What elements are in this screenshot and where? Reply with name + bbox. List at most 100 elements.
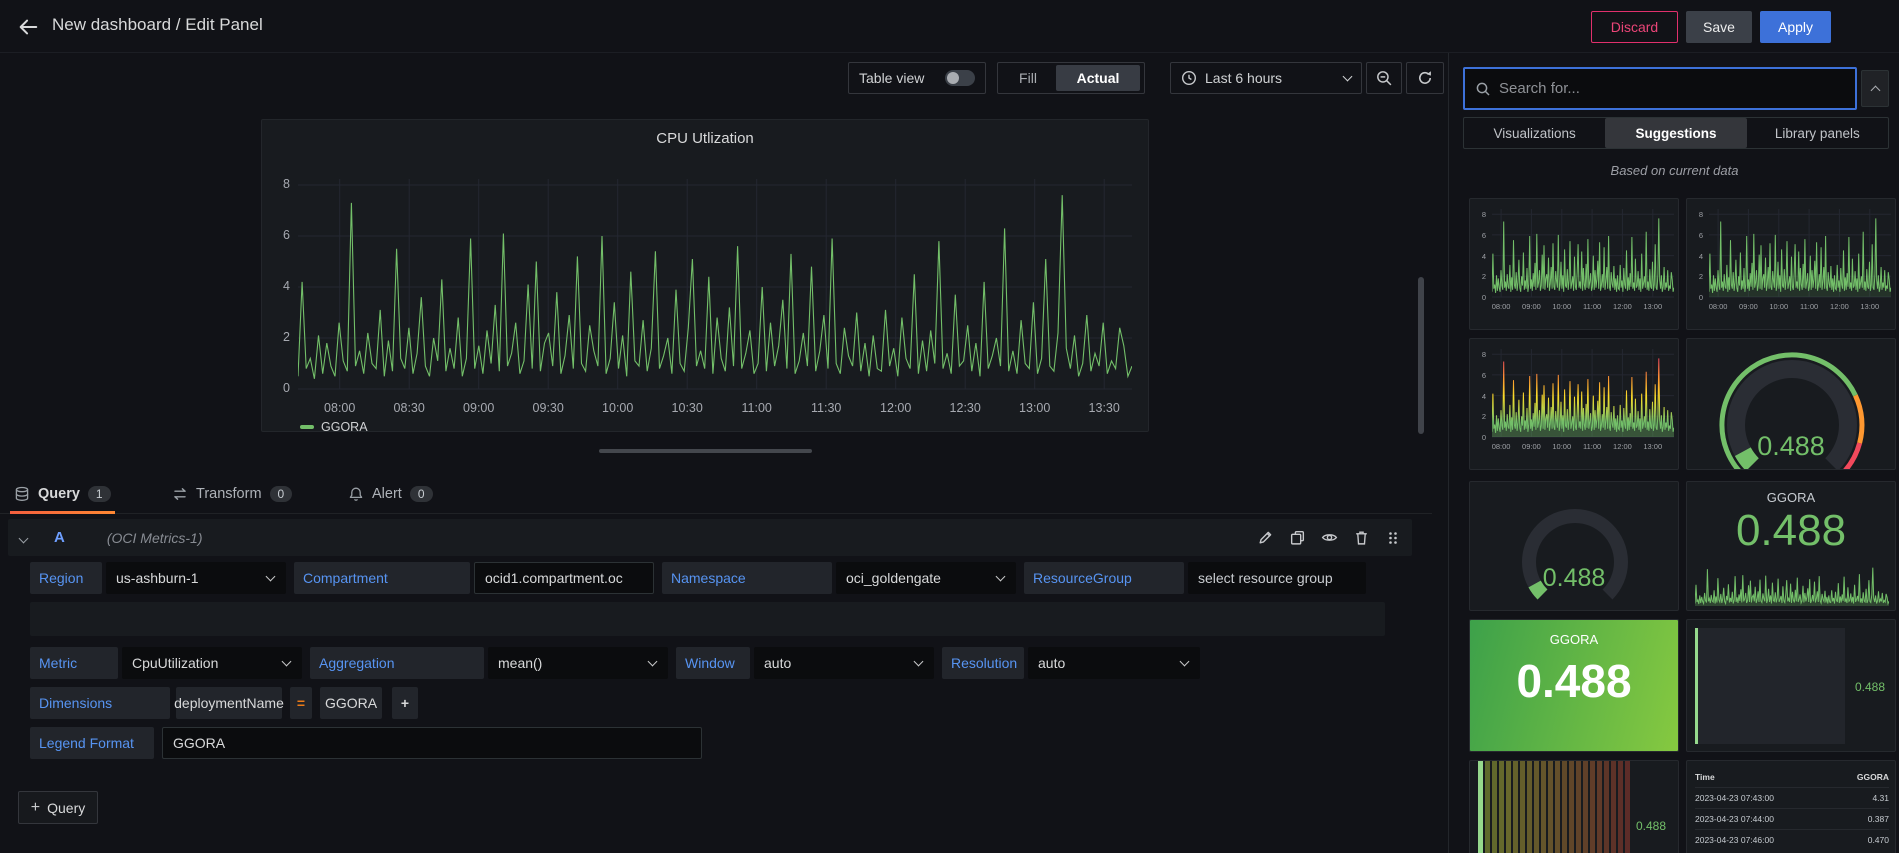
histogram-bar [1506, 761, 1511, 853]
x-tick-label: 10:30 [671, 401, 703, 415]
page-title: New dashboard / Edit Panel [52, 15, 263, 34]
eye-icon[interactable] [1320, 529, 1338, 547]
suggestion-card-timeseries-gradient[interactable]: 8 6 4 2 0 08:00 09:00 10:00 11:00 12:00 13:00 [1469, 338, 1679, 470]
apply-button[interactable]: Apply [1760, 11, 1831, 43]
histogram-bar [1590, 761, 1595, 853]
copy-icon[interactable] [1288, 529, 1306, 547]
legend-series-label: GGORA [321, 420, 368, 434]
add-query-button[interactable]: + Query [18, 791, 98, 824]
suggestion-card-bar-gauge[interactable]: 0.488 [1686, 619, 1896, 752]
mini-y-tick: 0 [1481, 433, 1486, 442]
table-cell: 2023-04-23 07:46:00 [1695, 829, 1833, 850]
histogram-bar [1555, 761, 1560, 853]
histogram-bar [1548, 761, 1553, 853]
metric-select[interactable]: CpuUtilization [122, 647, 302, 679]
histogram-bar [1611, 761, 1616, 853]
window-label: Window [676, 647, 750, 679]
dimension-operator[interactable]: = [290, 687, 312, 719]
histogram-bar [1618, 761, 1623, 853]
active-tab-underline [10, 511, 115, 514]
scrollbar-thumb[interactable] [1418, 277, 1424, 434]
histogram-bar [1625, 761, 1630, 853]
dimension-value-chip[interactable]: GGORA [320, 687, 382, 719]
legend-format-input-field[interactable] [173, 735, 691, 751]
suggestion-card-gauge[interactable]: 0.488 [1686, 338, 1896, 470]
tab-alert[interactable]: Alert 0 [348, 474, 433, 513]
y-tick-label: 2 [283, 330, 290, 344]
save-button[interactable]: Save [1686, 11, 1752, 43]
resource-group-select[interactable]: select resource group [1188, 562, 1366, 594]
namespace-value: oci_goldengate [846, 570, 941, 586]
aggregation-select[interactable]: mean() [488, 647, 668, 679]
suggestion-card-stat-sparkline[interactable]: GGORA 0.488 [1686, 481, 1896, 611]
resource-group-placeholder: select resource group [1198, 570, 1333, 586]
x-tick-label: 09:00 [463, 401, 495, 415]
gauge-value: 0.488 [1757, 431, 1825, 461]
tab-library-panels[interactable]: Library panels [1774, 125, 1860, 141]
mini-y-tick: 2 [1698, 272, 1703, 282]
chevron-down-icon [995, 571, 1006, 582]
metric-label: Metric [30, 647, 118, 679]
legend-format-input[interactable] [162, 727, 702, 759]
stat-title: GGORA [1549, 632, 1599, 647]
dimension-key-chip[interactable]: deploymentName [174, 687, 284, 719]
bar-gauge-bar [1695, 628, 1698, 744]
table-cell: 4.31 [1832, 787, 1889, 809]
panel-resize-handle[interactable] [599, 449, 812, 453]
legend-item[interactable]: GGORA [300, 420, 368, 434]
collapse-sidebar-button[interactable] [1861, 70, 1889, 107]
mini-x-tick: 13:00 [1643, 442, 1663, 451]
suggestion-card-gauge-simple[interactable]: 0.488 [1469, 481, 1679, 611]
compartment-input[interactable] [474, 562, 654, 594]
histogram-bar [1499, 761, 1504, 853]
table-view-toggle[interactable] [945, 70, 975, 86]
histogram-bar [1534, 761, 1539, 853]
mini-x-tick: 08:00 [1491, 302, 1511, 311]
refresh-button[interactable] [1406, 62, 1444, 94]
compartment-input-field[interactable] [485, 570, 643, 586]
back-arrow-icon[interactable] [14, 13, 42, 41]
query-datasource: (OCI Metrics-1) [106, 529, 203, 546]
query-ref-id[interactable]: A [54, 529, 65, 546]
drag-handle-icon[interactable] [1384, 529, 1402, 547]
add-dimension-button[interactable]: + [392, 687, 418, 719]
fill-option[interactable]: Fill [1019, 70, 1037, 86]
tab-transform-label: Transform [196, 485, 262, 502]
actual-option[interactable]: Actual [1056, 65, 1140, 91]
tab-visualizations[interactable]: Visualizations [1493, 125, 1576, 141]
chevron-down-icon [1179, 656, 1190, 667]
suggestion-card-histogram[interactable]: 0.488 [1469, 760, 1679, 853]
mini-y-tick: 8 [1481, 350, 1486, 360]
y-tick-label: 0 [283, 381, 290, 395]
collapse-chevron-icon[interactable] [18, 529, 40, 547]
mini-x-tick: 12:00 [1830, 302, 1849, 311]
zoom-out-button[interactable] [1366, 62, 1402, 94]
suggestion-card-timeseries-area[interactable]: 8 6 4 2 0 08:00 09:00 10:00 11:00 12:00 13:00 [1686, 198, 1896, 330]
timeseries-plot [298, 165, 1132, 395]
window-select[interactable]: auto [754, 647, 934, 679]
trash-icon[interactable] [1352, 529, 1370, 547]
tab-transform[interactable]: Transform 0 [172, 474, 293, 513]
suggestion-card-stat-background[interactable]: GGORA 0.488 [1469, 619, 1679, 752]
resolution-select[interactable]: auto [1028, 647, 1200, 679]
search-input[interactable] [1499, 80, 1845, 97]
region-select[interactable]: us-ashburn-1 [106, 562, 286, 594]
tab-suggestions[interactable]: Suggestions [1605, 118, 1747, 148]
time-range-picker[interactable]: Last 6 hours [1170, 62, 1362, 94]
histogram-bars [1478, 761, 1630, 853]
suggestion-card-table[interactable]: Time GGORA 2023-04-23 07:43:00 4.31 2023-04-… [1686, 760, 1896, 853]
histogram-bar [1478, 761, 1483, 853]
mini-x-tick: 10:00 [1552, 442, 1572, 451]
mini-y-tick: 0 [1698, 293, 1703, 302]
editor-tabs-row: Query 1 Transform 0 Alert 0 [0, 474, 1432, 514]
discard-button[interactable]: Discard [1591, 11, 1678, 43]
alert-bell-icon [348, 486, 364, 502]
tab-query[interactable]: Query 1 [10, 474, 115, 514]
mini-y-tick: 8 [1481, 210, 1486, 220]
edit-icon[interactable] [1256, 529, 1274, 547]
suggestion-card-timeseries[interactable]: 8 6 4 2 0 08:00 09:00 10:00 11:00 12:00 13:00 [1469, 198, 1679, 330]
namespace-select[interactable]: oci_goldengate [836, 562, 1016, 594]
legend-format-label: Legend Format [30, 727, 154, 759]
mini-y-tick: 4 [1698, 251, 1703, 261]
visualization-sidebar: Visualizations Suggestions Library panel… [1448, 53, 1899, 853]
